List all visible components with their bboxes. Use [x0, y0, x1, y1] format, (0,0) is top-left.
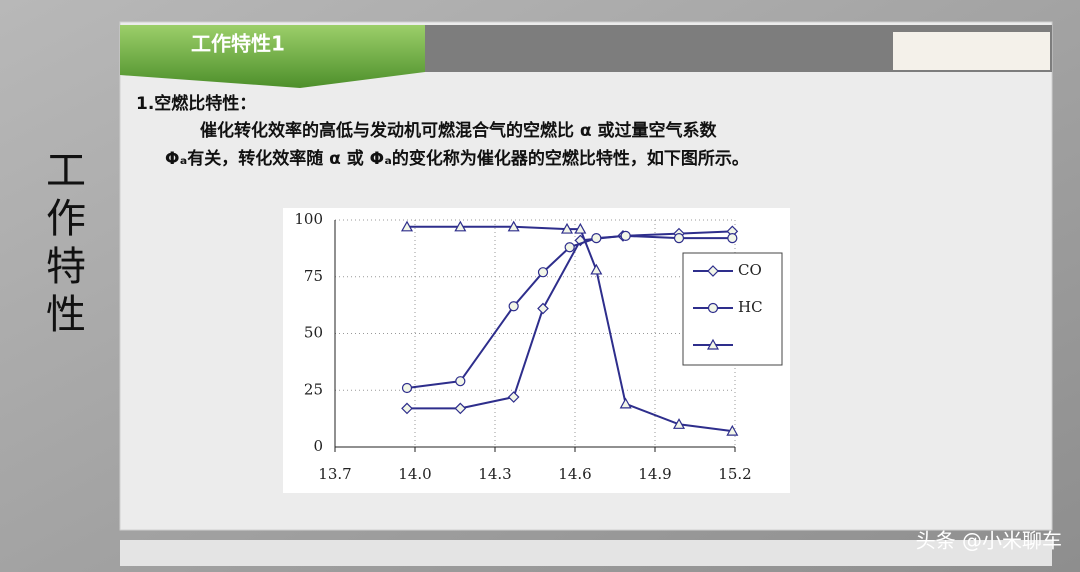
- watermark: 头条 @小米聊车: [916, 529, 1062, 553]
- marker: [706, 338, 720, 350]
- series-line: [407, 230, 733, 410]
- legend-label: CO: [738, 261, 762, 279]
- y-tick-label: 75: [304, 267, 323, 285]
- marker: [537, 267, 549, 278]
- marker: [507, 391, 520, 403]
- x-tick-label: 13.7: [318, 465, 351, 483]
- marker: [454, 220, 467, 232]
- tab-title: 工作特性1: [191, 32, 285, 56]
- marker: [401, 402, 413, 415]
- marker: [672, 418, 686, 429]
- y-tick-label: 100: [294, 210, 323, 228]
- marker: [726, 424, 739, 436]
- side-title: 工作特性: [39, 149, 85, 341]
- marker: [707, 265, 719, 277]
- marker: [400, 220, 414, 232]
- legend-label: HC: [738, 298, 763, 316]
- marker: [508, 301, 519, 312]
- y-tick-label: 50: [304, 324, 323, 342]
- marker: [537, 302, 549, 315]
- marker: [620, 230, 631, 241]
- x-tick-label: 14.0: [398, 465, 431, 483]
- footer-bar: [120, 540, 1052, 566]
- marker: [707, 302, 719, 314]
- x-tick-label: 14.3: [478, 465, 511, 483]
- marker: [727, 233, 738, 244]
- marker: [454, 402, 467, 415]
- y-tick-label: 0: [313, 437, 323, 455]
- marker: [591, 233, 602, 244]
- heading: 1.空燃比特性：: [136, 93, 256, 114]
- marker: [564, 242, 575, 253]
- marker: [507, 220, 520, 232]
- tab: [120, 25, 425, 88]
- y-tick-label: 25: [304, 380, 323, 398]
- marker: [401, 382, 413, 394]
- marker: [560, 222, 574, 234]
- marker: [590, 263, 603, 275]
- x-tick-label: 14.9: [638, 465, 671, 483]
- marker: [673, 233, 685, 244]
- paragraph-line: 催化转化效率的高低与发动机可燃混合气的空燃比 α 或过量空气系数: [200, 120, 718, 141]
- chart: 0 25 50 75 100 13.7 14.0 14.3 14.6 14.9 15.2 CO HC: [294, 210, 783, 483]
- paragraph-line: Φₐ有关，转化效率随 α 或 Φₐ的变化称为催化器的空燃比特性，如下图所示。: [165, 148, 749, 169]
- x-tick-label: 14.6: [558, 465, 591, 483]
- marker: [455, 376, 466, 387]
- x-tick-label: 15.2: [718, 465, 751, 483]
- header-box: [893, 32, 1050, 70]
- marker: [574, 222, 587, 234]
- marker: [619, 397, 632, 409]
